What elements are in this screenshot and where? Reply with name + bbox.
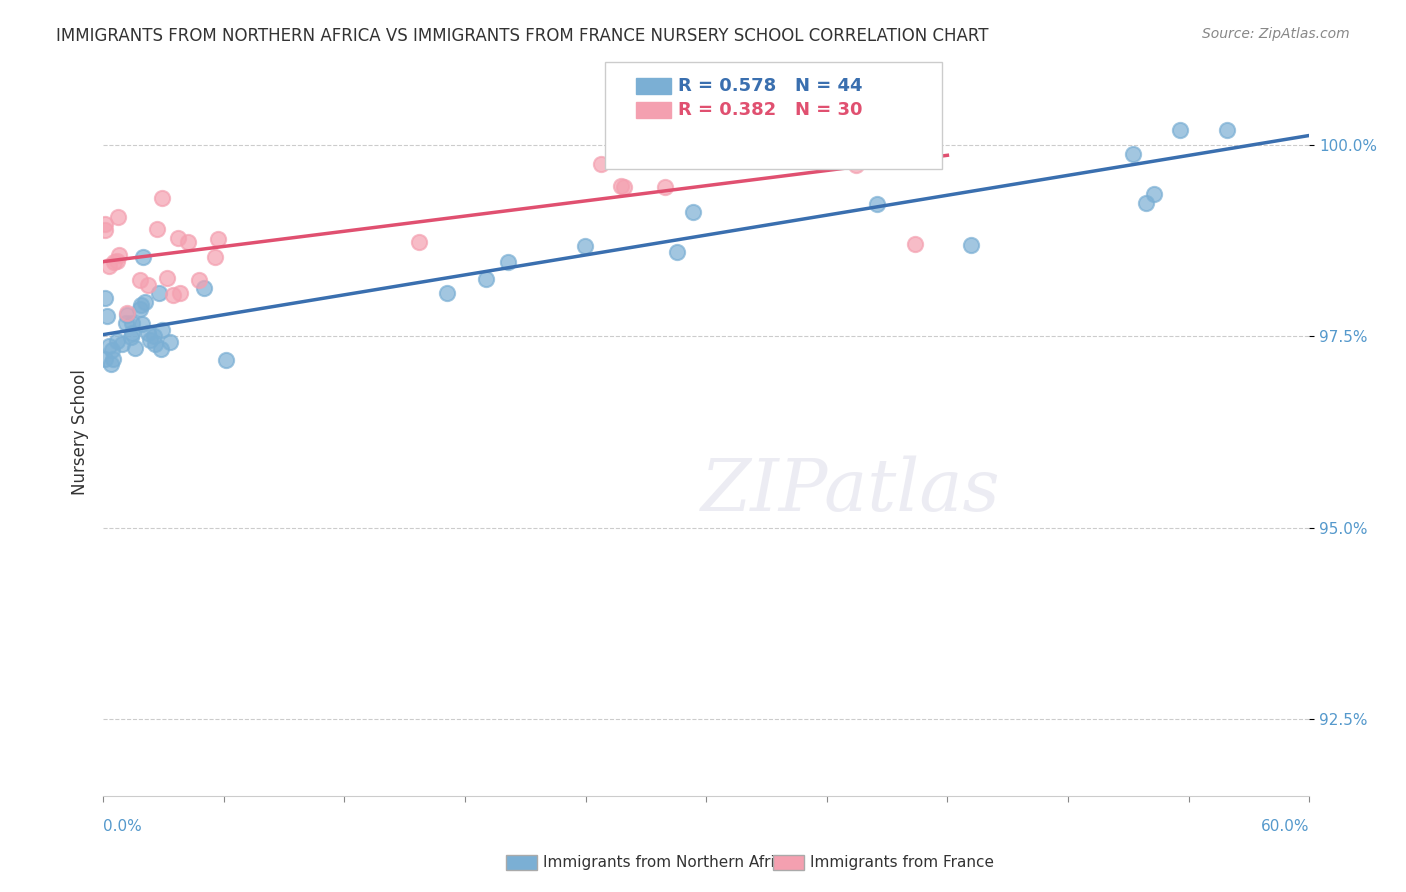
Point [845, 158, 868, 172]
Point [94, 351, 117, 366]
Point [120, 329, 142, 343]
Point [131, 317, 153, 331]
Point [149, 342, 172, 356]
Point [136, 326, 159, 340]
Point [156, 271, 179, 285]
Point [177, 235, 200, 249]
Point [124, 341, 146, 355]
Point [193, 281, 215, 295]
Point [115, 309, 138, 323]
Text: ZIPatlas: ZIPatlas [702, 455, 1001, 525]
Point [589, 157, 612, 171]
Point [613, 180, 636, 194]
Point [146, 222, 169, 236]
Point [204, 250, 226, 264]
Point [96, 309, 118, 323]
Text: IMMIGRANTS FROM NORTHERN AFRICA VS IMMIGRANTS FROM FRANCE NURSERY SCHOOL CORRELA: IMMIGRANTS FROM NORTHERN AFRICA VS IMMIG… [56, 27, 988, 45]
Point [134, 294, 156, 309]
Point [1135, 196, 1157, 211]
Point [98, 339, 121, 353]
Point [103, 352, 125, 367]
Text: R = 0.578   N = 44: R = 0.578 N = 44 [678, 77, 862, 95]
Point [136, 277, 159, 292]
Point [128, 272, 150, 286]
Point [682, 205, 704, 219]
Point [100, 357, 122, 371]
Point [832, 136, 855, 150]
Point [665, 245, 688, 260]
Point [105, 254, 128, 268]
Point [699, 151, 721, 165]
Point [654, 180, 676, 194]
Point [108, 248, 131, 262]
Point [1215, 122, 1237, 136]
Point [789, 145, 811, 159]
Point [167, 230, 190, 244]
Point [215, 353, 238, 368]
Point [408, 235, 430, 249]
Point [152, 322, 174, 336]
Point [162, 288, 184, 302]
Point [107, 210, 129, 224]
Text: 0.0%: 0.0% [103, 819, 142, 834]
Point [101, 343, 124, 357]
Point [207, 232, 229, 246]
Point [142, 328, 165, 343]
Point [187, 273, 209, 287]
Point [129, 297, 152, 311]
Text: 60.0%: 60.0% [1261, 819, 1309, 834]
Point [115, 316, 138, 330]
Point [150, 191, 173, 205]
Point [111, 336, 134, 351]
Point [889, 128, 911, 142]
Text: Immigrants from France: Immigrants from France [810, 855, 994, 870]
Point [94, 291, 117, 305]
Point [159, 334, 181, 349]
Text: Source: ZipAtlas.com: Source: ZipAtlas.com [1202, 27, 1350, 41]
Y-axis label: Nursery School: Nursery School [72, 369, 89, 495]
Point [904, 237, 927, 252]
Point [132, 250, 155, 264]
Point [960, 238, 983, 252]
Point [1143, 187, 1166, 202]
Point [105, 334, 128, 348]
Point [94, 222, 117, 236]
Point [94, 217, 117, 231]
Point [103, 255, 125, 269]
Point [121, 326, 143, 340]
Point [475, 272, 498, 286]
Point [865, 197, 887, 211]
Point [1122, 147, 1144, 161]
Point [129, 301, 152, 316]
Point [610, 179, 633, 194]
Point [1168, 122, 1191, 136]
Point [121, 316, 143, 330]
Point [496, 255, 519, 269]
Point [138, 333, 160, 347]
Text: Immigrants from Northern Africa: Immigrants from Northern Africa [543, 855, 793, 870]
Point [115, 306, 138, 320]
Text: R = 0.382   N = 30: R = 0.382 N = 30 [678, 101, 862, 119]
Point [169, 286, 191, 301]
Point [148, 286, 170, 301]
Point [143, 336, 166, 351]
Point [574, 239, 596, 253]
Point [98, 259, 121, 273]
Point [436, 285, 458, 300]
